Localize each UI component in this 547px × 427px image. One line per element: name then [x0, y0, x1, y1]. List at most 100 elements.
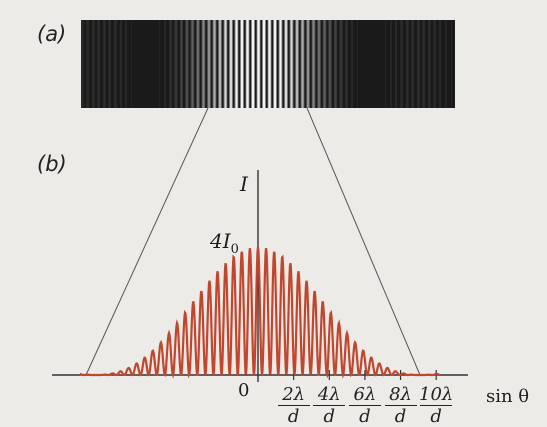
fringe-line	[215, 20, 216, 108]
fringe-line	[241, 20, 242, 108]
fringe-line	[324, 20, 325, 108]
fringe-line	[97, 20, 98, 108]
fringe-line	[216, 20, 217, 108]
x-tick-label: 10λ d	[416, 386, 456, 426]
fringe-line	[197, 20, 198, 108]
fringe-line	[413, 20, 414, 108]
fringe-line	[290, 20, 291, 108]
fringe-line	[291, 20, 292, 108]
fringe-line	[300, 20, 301, 108]
fringe-line	[346, 20, 347, 108]
fringe-line	[400, 20, 401, 108]
fringe-line	[115, 20, 116, 108]
fringe-line	[220, 20, 221, 108]
fringe-line	[180, 20, 181, 108]
tick-numerator: 10λ	[419, 384, 454, 405]
fringe-line	[329, 20, 330, 108]
fringe-line	[330, 20, 331, 108]
fraction-bar	[313, 405, 346, 406]
fringe-line	[335, 20, 336, 108]
fringe-line	[331, 20, 332, 108]
fringe-line	[165, 20, 166, 108]
fringe-line	[339, 20, 340, 108]
fringe-line	[418, 20, 419, 108]
fringe-line	[203, 20, 204, 108]
fringe-line	[245, 20, 246, 108]
fringe-line	[451, 20, 452, 108]
projection-line-right	[306, 107, 421, 376]
projection-line-left	[85, 107, 209, 376]
fringe-line	[193, 20, 194, 108]
fringe-line	[304, 20, 305, 108]
fringe-line	[242, 20, 243, 108]
fringe-line	[226, 20, 227, 108]
fringe-line	[309, 20, 310, 108]
fringe-line	[270, 20, 271, 108]
fringe-line	[352, 20, 353, 108]
fringe-line	[325, 20, 326, 108]
fringe-line	[326, 20, 327, 108]
fringe-line	[435, 20, 436, 108]
fringe-line	[252, 20, 253, 108]
fringe-line	[164, 20, 165, 108]
fringe-line	[289, 20, 290, 108]
fringe-line	[445, 20, 446, 108]
fringe-line	[264, 20, 265, 108]
fraction-bar	[277, 405, 310, 406]
fringe-line	[267, 20, 268, 108]
fringe-line	[260, 20, 261, 108]
fringe-line	[208, 20, 209, 108]
fringe-line	[109, 20, 110, 108]
origin-label: 0	[238, 380, 250, 401]
fringe-line	[225, 20, 226, 108]
fringe-line	[271, 20, 272, 108]
tick-numerator: 4λ	[317, 384, 341, 405]
fringe-line	[92, 20, 93, 108]
fringe-line	[230, 20, 231, 108]
fringe-line	[313, 20, 314, 108]
fringe-line	[83, 20, 84, 108]
fringe-line	[307, 20, 308, 108]
fringe-line	[131, 20, 132, 108]
fringe-line	[273, 20, 274, 108]
fringe-line	[227, 20, 228, 108]
peak-label-subscript: 0	[230, 242, 239, 257]
fringe-line	[417, 20, 418, 108]
fringe-line	[229, 20, 230, 108]
fringe-line	[318, 20, 319, 108]
fringe-line	[396, 20, 397, 108]
x-tick-label: 6λ d	[345, 386, 385, 426]
fringe-line	[243, 20, 244, 108]
fraction-bar	[348, 405, 381, 406]
fringe-line	[104, 20, 105, 108]
fringe-line	[446, 20, 447, 108]
fringe-line	[287, 20, 288, 108]
fringe-line	[190, 20, 191, 108]
fringe-line	[218, 20, 219, 108]
fringe-line	[407, 20, 408, 108]
panel-a-label: (a)	[37, 22, 67, 46]
fringe-line	[430, 20, 431, 108]
fringe-line	[126, 20, 127, 108]
fraction-bar	[384, 405, 417, 406]
fringe-line	[274, 20, 275, 108]
fringe-line	[345, 20, 346, 108]
fringe-line	[402, 20, 403, 108]
fringe-line	[205, 20, 206, 108]
fringe-line	[395, 20, 396, 108]
fringe-line	[98, 20, 99, 108]
fringe-line	[213, 20, 214, 108]
fringe-line	[187, 20, 188, 108]
peak-label: 4I0	[210, 229, 239, 257]
fringe-line	[385, 20, 386, 108]
fringe-line	[278, 20, 279, 108]
fringe-line	[279, 20, 280, 108]
fringe-line	[194, 20, 195, 108]
fringe-line	[209, 20, 210, 108]
fringe-line	[297, 20, 298, 108]
fringe-line	[263, 20, 264, 108]
fringe-line	[412, 20, 413, 108]
tick-denominator: d	[359, 406, 371, 427]
fringe-line	[328, 20, 329, 108]
